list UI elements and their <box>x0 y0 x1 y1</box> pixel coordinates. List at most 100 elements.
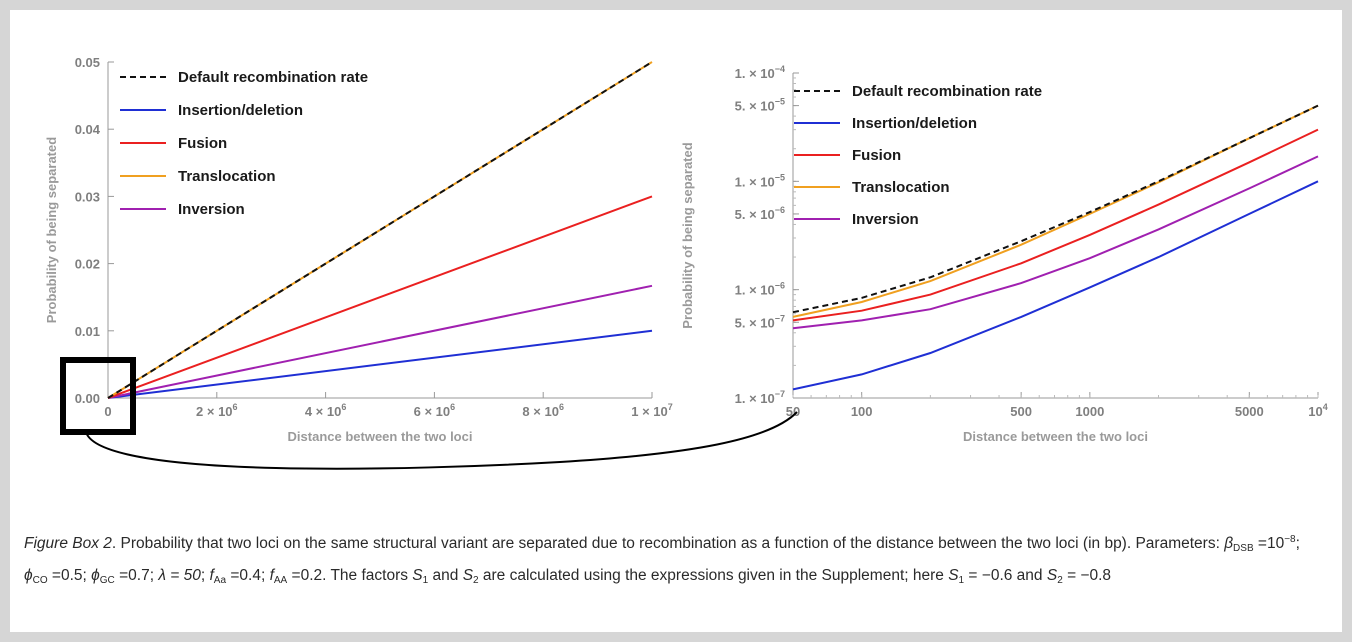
chart2-x-tick-label: 500 <box>1010 404 1032 419</box>
chart1-x-axis-label: Distance between the two loci <box>288 429 473 444</box>
chart2-y-tick-label: 1. × 10−7 <box>735 389 785 406</box>
chart2-x-tick-label: 100 <box>851 404 873 419</box>
chart2-y-tick-label-exp: −5 <box>775 172 785 182</box>
chart1-x-tick-label-exp: 6 <box>450 402 455 412</box>
chart1-legend-label: Fusion <box>178 135 227 152</box>
caption-s1-again: S <box>948 567 959 584</box>
chart2-x-tick-label-base: 100 <box>851 404 873 419</box>
chart2-y-tick-label-exp: −6 <box>775 281 785 291</box>
chart1-y-tick-label-base: 0.04 <box>75 122 101 137</box>
caption-phi-co-val: =0.5 <box>47 567 83 584</box>
chart1-x-tick-label-base: 6 × 10 <box>414 404 451 419</box>
chart2-x-tick-label-base: 5000 <box>1235 404 1264 419</box>
chart1-x-tick-label: 1 × 107 <box>631 402 673 419</box>
caption-s2-val: = −0.8 <box>1062 567 1112 584</box>
chart1-x-tick-label: 6 × 106 <box>414 402 456 419</box>
caption-s2-again-sub: 2 <box>1057 575 1063 586</box>
caption-f-AA-sub: AA <box>273 575 288 586</box>
chart1-legend-label: Translocation <box>178 168 276 185</box>
chart2-x-tick-label: 50 <box>786 404 800 419</box>
chart2-x-tick-label-base: 500 <box>1010 404 1032 419</box>
chart2-legend-label: Insertion/deletion <box>852 115 977 132</box>
chart2-y-tick-label: 1. × 10−5 <box>735 172 785 189</box>
chart1-legend-label: Inversion <box>178 201 245 218</box>
caption-sep: ; <box>200 567 210 584</box>
chart1-series-line <box>107 61 653 399</box>
chart1-legend-label: Default recombination rate <box>178 69 368 86</box>
chart2-y-tick-label: 1. × 10−4 <box>735 64 785 81</box>
chart2-y-tick-label-base: 1. × 10 <box>735 174 775 189</box>
caption-s1: S <box>412 567 423 584</box>
chart2-series-line <box>792 104 1319 314</box>
chart1-y-tick-label: 0.03 <box>75 189 100 204</box>
chart2-series-line <box>792 128 1319 322</box>
chart2-x-tick-label-base: 10 <box>1308 404 1322 419</box>
caption-s1-again-sub: 1 <box>958 575 965 586</box>
chart1-series-line <box>107 329 653 399</box>
chart2-x-tick-label-base: 1000 <box>1075 404 1104 419</box>
chart2-y-tick-label-base: 1. × 10 <box>735 283 775 298</box>
chart2-x-tick-label: 104 <box>1308 402 1327 419</box>
caption-phi-co-sub: CO <box>32 575 48 586</box>
chart1-series-line <box>107 284 653 399</box>
chart2-y-tick-label-exp: −5 <box>775 97 785 107</box>
chart1-legend-label: Insertion/deletion <box>178 102 303 119</box>
chart2-y-tick-label-exp: −7 <box>775 313 785 323</box>
caption-f-aa-sub: Aa <box>213 575 227 586</box>
chart1-y-tick-label: 0.02 <box>75 257 100 272</box>
caption-sep: ; <box>149 567 159 584</box>
caption-beta: β <box>1224 535 1234 552</box>
chart2-y-tick-label-base: 1. × 10 <box>735 391 775 406</box>
chart2-x-tick-label: 5000 <box>1235 404 1264 419</box>
chart1-y-tick-label: 0.01 <box>75 324 100 339</box>
zoom-connector <box>60 357 798 470</box>
figure-caption: Figure Box 2. Probability that two loci … <box>24 526 1324 594</box>
chart1-y-tick-label-base: 0.02 <box>75 257 100 272</box>
chart1-x-tick-label-exp: 6 <box>233 402 238 412</box>
caption-beta-exp: −8 <box>1284 534 1296 545</box>
chart1-x-tick-label-base: 1 × 10 <box>631 404 668 419</box>
chart2-y-tick-label: 5. × 10−5 <box>735 97 785 114</box>
chart2-legend-label: Inversion <box>852 211 919 228</box>
caption-beta-sub: DSB <box>1233 543 1254 554</box>
chart1-series-line <box>107 195 653 399</box>
chart1-y-tick-label: 0.04 <box>75 122 101 137</box>
chart1-y-tick-label-base: 0.03 <box>75 189 100 204</box>
chart1-x-tick-label-base: 0 <box>104 404 111 419</box>
zoom-box <box>60 357 136 435</box>
chart2-y-tick-label-exp: −6 <box>775 205 785 215</box>
caption-figure-label: Figure Box 2 <box>24 535 112 552</box>
chart2-y-tick-label-exp: −4 <box>775 64 785 74</box>
caption-sep: ; <box>1295 535 1300 552</box>
chart2-y-tick-label: 5. × 10−7 <box>735 313 785 330</box>
chart1-x-tick-label-exp: 6 <box>341 402 346 412</box>
caption-f-aa-val: =0.4 <box>226 567 261 584</box>
chart2-series-line <box>792 155 1319 330</box>
caption-lambda: λ = 50 <box>158 567 201 584</box>
chart2-legend-label: Default recombination rate <box>852 83 1042 100</box>
caption-beta-val: =10 <box>1253 535 1285 552</box>
chart2-x-tick-label-base: 50 <box>786 404 800 419</box>
chart2-y-tick-label-exp: −7 <box>775 389 785 399</box>
chart1-x-tick-label-exp: 6 <box>559 402 564 412</box>
caption-f-aa: f <box>209 567 214 584</box>
caption-f-AA-val: =0.2 <box>287 567 323 584</box>
caption-and: and <box>428 567 463 584</box>
chart1-x-tick-label-base: 4 × 10 <box>305 404 342 419</box>
chart2-legend-label: Fusion <box>852 147 901 164</box>
chart2-x-tick-label: 1000 <box>1075 404 1104 419</box>
caption-phi-gc-sub: GC <box>99 575 115 586</box>
chart2-x-axis-label: Distance between the two loci <box>963 429 1148 444</box>
chart1-x-tick-label: 2 × 106 <box>196 402 238 419</box>
chart1-y-tick-label-base: 0.00 <box>75 391 100 406</box>
chart1-y-tick-label-base: 0.01 <box>75 324 100 339</box>
chart2-x-tick-label-exp: 4 <box>1323 402 1328 412</box>
caption-sep: ; <box>260 567 270 584</box>
chart1-x-tick-label-base: 8 × 10 <box>522 404 559 419</box>
chart2-y-tick-label: 5. × 10−6 <box>735 205 785 222</box>
caption-s2-sub: 2 <box>473 575 479 586</box>
caption-s2-again: S <box>1046 567 1058 584</box>
